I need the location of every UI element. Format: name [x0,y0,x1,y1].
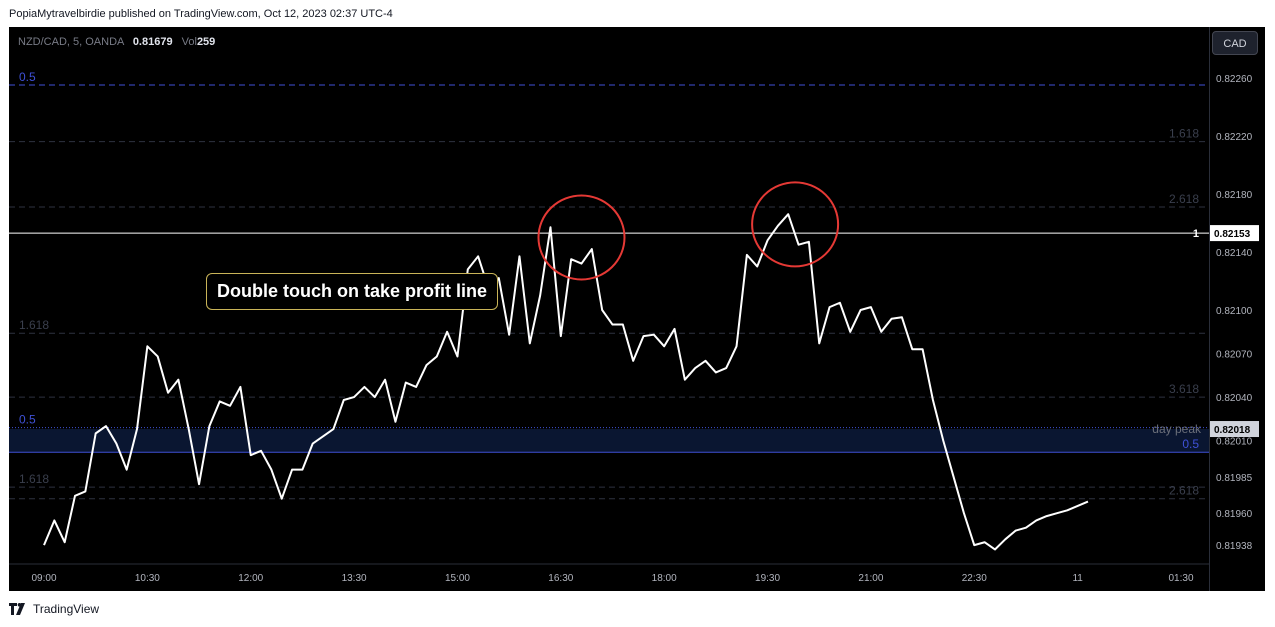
y-tick-8: 0.81985 [1216,473,1253,484]
fib-label-4: 3.618 [1169,382,1199,396]
fib-label-0: 0.5 [19,70,36,84]
day-peak-price-badge [1210,421,1259,438]
x-tick-9: 22:30 [962,573,987,584]
chart-legend: NZD/CAD, 5, OANDA 0.81679 Vol259 [18,36,215,48]
price-series-line [43,213,1089,551]
x-tick-3: 13:30 [342,573,367,584]
x-tick-11: 01:30 [1168,573,1193,584]
x-tick-0: 09:00 [31,573,56,584]
y-tick-1: 0.82220 [1216,132,1253,143]
fib-label-6: 0.5 [1182,437,1199,451]
legend-vol-label: Vol [181,36,197,48]
day-peak-zone [9,429,1209,453]
fib-label-7: 1.618 [19,472,49,486]
x-tick-1: 10:30 [135,573,160,584]
x-tick-5: 16:30 [548,573,573,584]
x-tick-7: 19:30 [755,573,780,584]
touch-circle-1 [751,181,840,268]
x-tick-10: 11 [1072,573,1083,584]
y-tick-3: 0.82140 [1216,248,1253,259]
x-tick-2: 12:00 [238,573,263,584]
tradingview-logo-icon [9,603,25,615]
fib-label-5: 0.5 [19,413,36,427]
y-tick-2: 0.82180 [1216,190,1253,201]
fib-label-8: 2.618 [1169,484,1199,498]
x-tick-8: 21:00 [858,573,883,584]
x-tick-4: 15:00 [445,573,470,584]
y-tick-7: 0.82010 [1216,437,1253,448]
price-chart[interactable]: 0.5 1.618 2.618 1.618 3.618 0.5 0.5 1.618 2.618 1… [9,27,1265,591]
fib-label-2: 2.618 [1169,192,1199,206]
chart-frame: 0.5 1.618 2.618 1.618 3.618 0.5 0.5 1.618 2.618 1… [9,27,1265,591]
fib-label-1: 1.618 [1169,127,1199,141]
legend-price: 0.81679 [132,36,173,48]
footer-brand[interactable]: TradingView [9,602,99,616]
fib-label-3: 1.618 [19,318,49,332]
y-tick-9: 0.81960 [1216,509,1253,520]
x-tick-6: 18:00 [652,573,677,584]
publisher-line: PopiaMytravelbirdie published on Trading… [9,8,393,20]
take-profit-label: 1 [1193,228,1199,240]
take-profit-price-badge-text: 0.82153 [1214,229,1251,240]
take-profit-price-badge [1210,225,1259,242]
annotation-text: Double touch on take profit line [206,273,498,310]
y-tick-4: 0.82100 [1216,306,1253,317]
currency-button[interactable]: CAD [1212,31,1258,55]
day-peak-price-badge-text: 0.82018 [1214,425,1251,436]
legend-symbol: NZD/CAD, 5, OANDA [18,36,124,48]
y-tick-0: 0.82260 [1216,74,1253,85]
y-tick-6: 0.82040 [1216,393,1253,404]
footer-brand-label: TradingView [33,602,100,616]
price-axis-separator [1209,27,1210,591]
y-tick-10: 0.81938 [1216,541,1253,552]
day-peak-label: day peak [1152,422,1202,436]
y-tick-5: 0.82070 [1216,350,1253,361]
legend-vol: 259 [196,36,216,48]
touch-circle-0 [537,194,626,281]
